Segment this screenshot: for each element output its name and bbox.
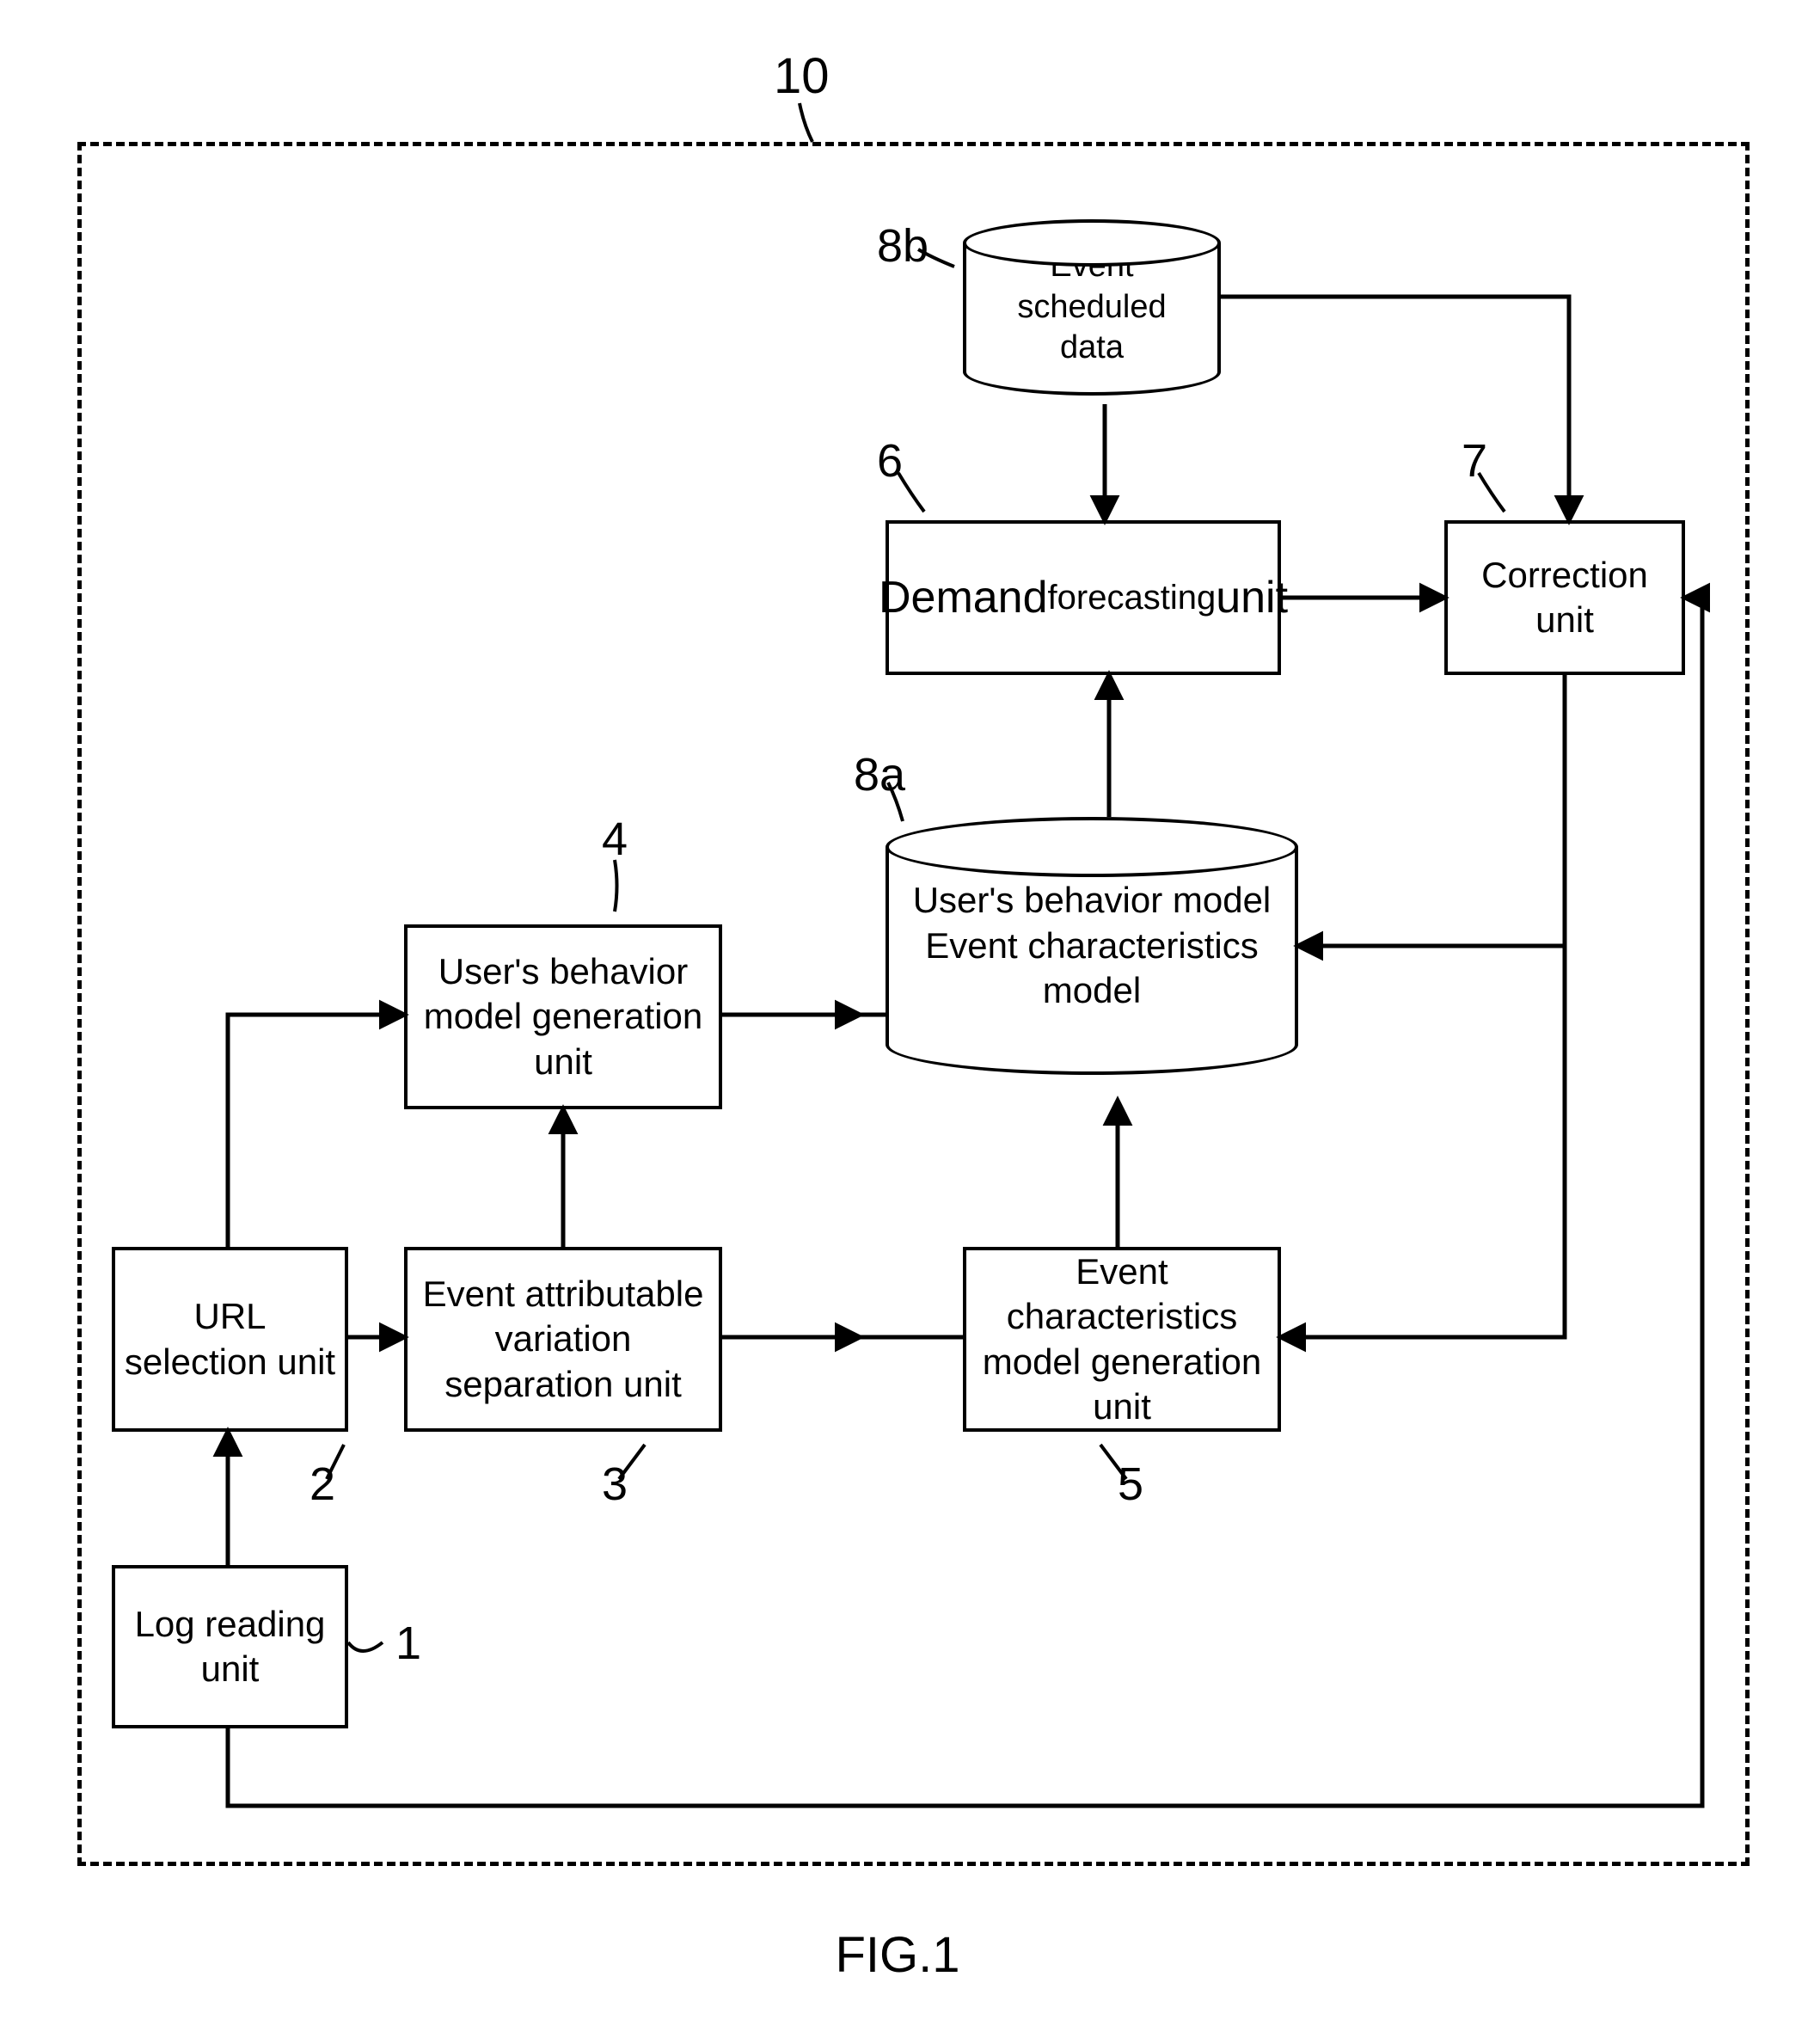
node-log-reading: Log readingunit bbox=[112, 1565, 348, 1728]
node-url-selection: URLselection unit bbox=[112, 1247, 348, 1432]
node-event-scheduled-db: Eventscheduleddata bbox=[963, 219, 1221, 396]
node-demand-forecasting: Demandforecasting unit bbox=[886, 520, 1281, 675]
label-5: 5 bbox=[1118, 1458, 1143, 1511]
label-4: 4 bbox=[602, 813, 628, 866]
node-event-variation: Event attributablevariationseparation un… bbox=[404, 1247, 722, 1432]
system-label: 10 bbox=[774, 47, 830, 105]
diagram-canvas: 10 Log readingunit URLselection unit Eve… bbox=[0, 0, 1808, 2044]
node-correction: Correctionunit bbox=[1444, 520, 1685, 675]
label-8b: 8b bbox=[877, 219, 929, 273]
figure-caption: FIG.1 bbox=[836, 1926, 960, 1984]
node-user-behavior-gen: User's behaviormodel generationunit bbox=[404, 924, 722, 1109]
node-model-db: User's behavior modelEvent characteristi… bbox=[886, 817, 1298, 1075]
label-8a: 8a bbox=[854, 748, 905, 801]
label-6: 6 bbox=[877, 434, 903, 488]
label-2: 2 bbox=[310, 1458, 335, 1511]
node-event-char-gen: Eventcharacteristicsmodel generationunit bbox=[963, 1247, 1281, 1432]
label-1: 1 bbox=[395, 1617, 421, 1670]
label-3: 3 bbox=[602, 1458, 628, 1511]
label-7: 7 bbox=[1462, 434, 1487, 488]
